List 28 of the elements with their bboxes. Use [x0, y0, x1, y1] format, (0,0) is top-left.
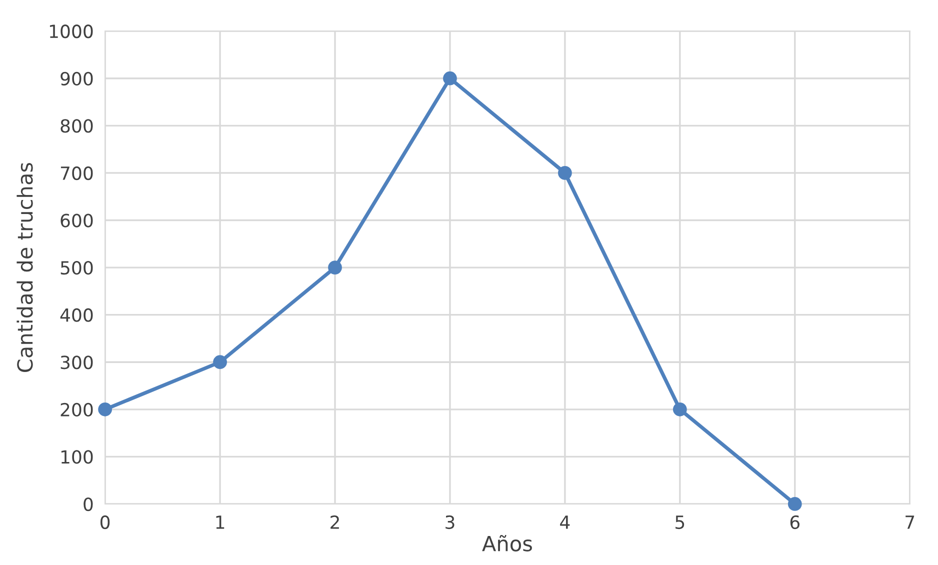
x-tick-label: 4: [560, 516, 570, 529]
x-tick-label: 2: [330, 515, 339, 529]
point: [443, 71, 457, 86]
x-tick-label: 5: [676, 516, 684, 530]
x-axis-title: Años: [482, 534, 532, 552]
x-tick-label: 0: [100, 515, 110, 530]
y-tick-label: 400: [60, 308, 93, 322]
x-tick-label: 3: [446, 515, 454, 530]
y-tick-label: 700: [60, 166, 93, 180]
point: [328, 260, 342, 274]
point: [672, 402, 687, 416]
y-tick-label: 300: [60, 356, 93, 370]
y-tick-label: 800: [60, 119, 93, 133]
y-tick-label: 0: [84, 497, 93, 512]
x-tick-label: 7: [906, 516, 914, 529]
y-tick-label: 200: [60, 402, 93, 417]
y-tick-label: 900: [60, 72, 93, 86]
y-axis-title: Cantidad de truchas: [16, 162, 33, 372]
point: [98, 402, 112, 416]
x-tick-label: 1: [216, 516, 224, 529]
x-tick-label: 6: [790, 515, 800, 530]
y-tick-label: 100: [61, 450, 93, 464]
point: [213, 355, 227, 370]
point: [558, 166, 572, 180]
y-tick-label: 1000: [50, 24, 93, 38]
point: [788, 497, 802, 511]
y-tick-label: 500: [60, 260, 93, 275]
y-tick-label: 600: [60, 214, 93, 228]
